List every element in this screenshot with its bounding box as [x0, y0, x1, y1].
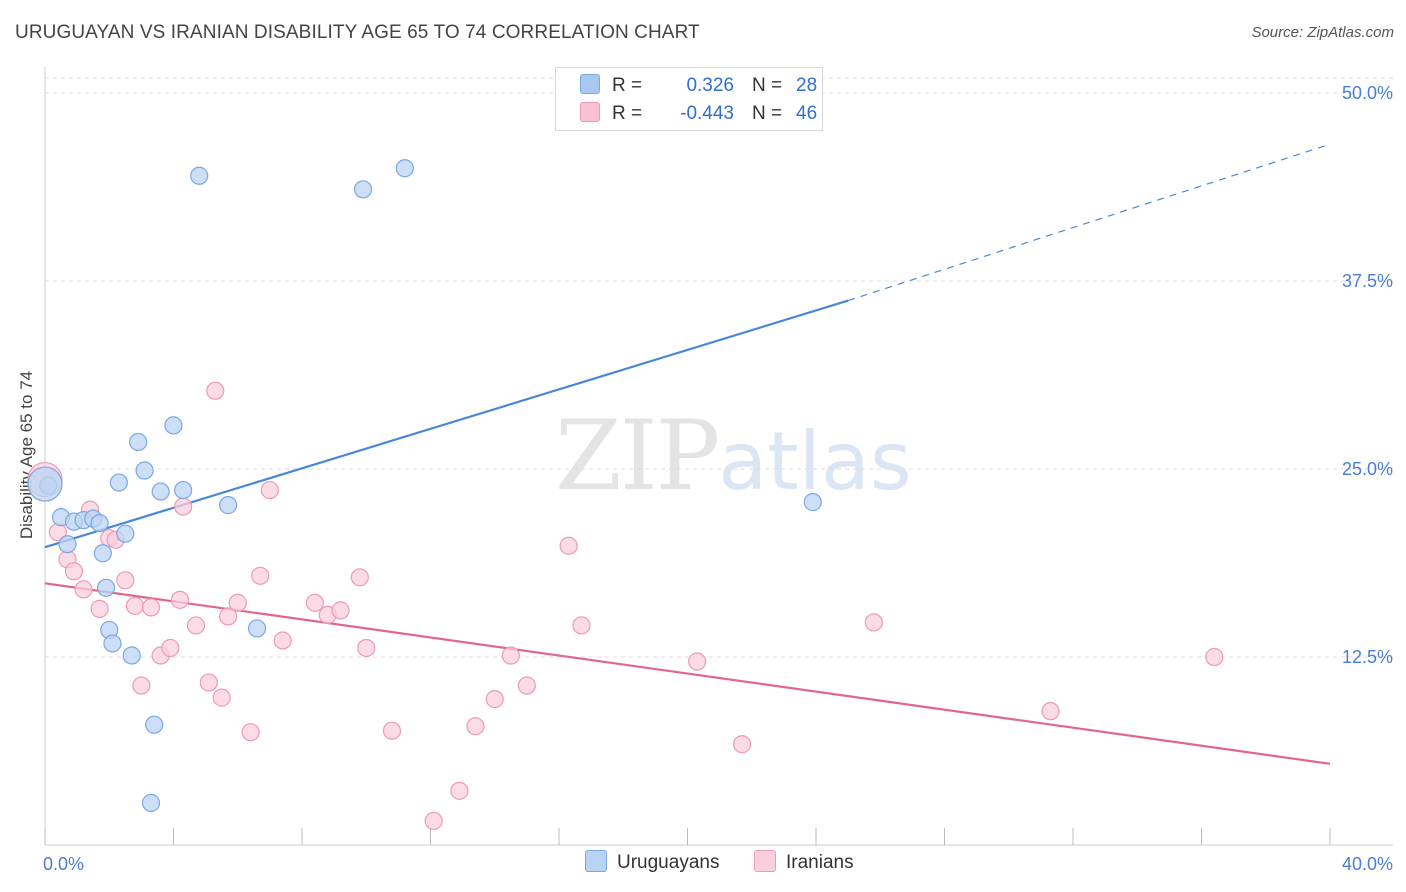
chart-title: URUGUAYAN VS IRANIAN DISABILITY AGE 65 T… — [15, 22, 700, 43]
legend-label-iranians: Iranians — [786, 852, 854, 873]
point-uruguayans — [129, 432, 148, 452]
point-iranians — [219, 607, 238, 626]
legend-swatch-uruguayans — [580, 74, 600, 94]
point-iranians — [251, 566, 270, 585]
point-uruguayans — [151, 482, 170, 501]
point-iranians — [161, 638, 180, 658]
point-iranians — [424, 811, 443, 831]
point-iranians — [382, 721, 402, 740]
correlation-legend: R = 0.326 N = 28 R = -0.443 N = 46 — [555, 67, 823, 131]
point-iranians — [688, 652, 707, 671]
point-uruguayans — [90, 514, 109, 533]
legend-r-label: R = — [612, 75, 643, 96]
point-iranians — [331, 601, 350, 620]
legend-row-uruguayans: R = 0.326 N = 28 — [580, 74, 817, 100]
point-uruguayans — [109, 473, 128, 492]
point-iranians — [305, 593, 324, 612]
legend-n-value: 46 — [796, 103, 818, 124]
legend-r-value: -0.443 — [680, 103, 734, 124]
point-iranians — [1041, 702, 1060, 721]
y-tick-label: 37.5% — [1342, 271, 1393, 291]
point-iranians — [206, 381, 225, 400]
point-uruguayans — [803, 493, 822, 512]
point-iranians — [186, 616, 206, 635]
trend-line-iranians — [44, 582, 1331, 765]
point-uruguayans — [122, 646, 141, 665]
legend-n-label: N = — [752, 75, 783, 96]
point-uruguayans — [135, 461, 154, 480]
point-iranians — [199, 673, 218, 692]
tick-labels: 12.5% 25.0% 37.5% 50.0% 0.0% 40.0% — [43, 83, 1393, 874]
point-iranians — [174, 497, 193, 516]
legend-n-label: N = — [752, 103, 783, 124]
point-iranians — [864, 613, 883, 632]
legend-label-uruguayans: Uruguayans — [617, 852, 720, 873]
watermark: ZIPatlas — [555, 400, 912, 512]
point-uruguayans — [58, 535, 77, 554]
point-uruguayans — [174, 480, 193, 500]
legend-row-iranians: R = -0.443 N = 46 — [580, 102, 817, 128]
point-iranians — [170, 590, 190, 609]
point-iranians — [212, 688, 231, 707]
point-iranians — [132, 676, 151, 695]
point-iranians — [350, 568, 369, 587]
point-iranians — [74, 580, 93, 599]
point-iranians — [559, 536, 578, 555]
legend-r-label: R = — [612, 103, 643, 124]
watermark-zip: ZIP — [555, 400, 720, 512]
point-uruguayans — [190, 166, 209, 185]
data-points — [27, 159, 1224, 831]
point-iranians — [228, 593, 247, 612]
legend-n-value: 28 — [796, 75, 818, 96]
point-uruguayans — [93, 544, 112, 563]
point-iranians — [466, 717, 485, 736]
point-uruguayans — [145, 715, 164, 734]
point-iranians — [501, 646, 520, 665]
point-uruguayans — [219, 496, 238, 515]
legend-item-uruguayans: Uruguayans — [585, 850, 719, 874]
point-uruguayans — [141, 793, 161, 812]
y-tick-label: 50.0% — [1342, 83, 1393, 103]
point-iranians — [64, 562, 84, 581]
point-iranians — [485, 690, 504, 709]
legend-swatch-uruguayans — [585, 850, 607, 872]
point-iranians — [141, 598, 161, 617]
source-credit: Source: ZipAtlas.com — [1251, 24, 1394, 41]
point-uruguayans — [353, 180, 373, 199]
point-iranians — [733, 735, 752, 754]
trend-lines — [44, 143, 1331, 765]
point-iranians — [1205, 647, 1224, 667]
point-uruguayans — [247, 619, 267, 638]
point-iranians — [125, 596, 145, 615]
series-legend: Uruguayans Iranians — [0, 850, 1406, 878]
point-uruguayans — [96, 578, 116, 597]
point-iranians — [273, 631, 292, 650]
x-tick-label: 0.0% — [43, 854, 84, 874]
point-uruguayans — [395, 159, 414, 178]
point-iranians — [572, 616, 591, 635]
point-iranians — [116, 571, 135, 590]
watermark-atlas: atlas — [718, 415, 912, 508]
point-iranians — [517, 676, 536, 695]
point-iranians — [241, 723, 260, 742]
trend-extension-uruguayans — [847, 143, 1331, 302]
point-uruguayans — [27, 466, 63, 502]
y-tick-label: 25.0% — [1342, 459, 1393, 479]
point-uruguayans — [164, 416, 183, 435]
point-iranians — [450, 781, 469, 800]
legend-item-iranians: Iranians — [754, 850, 854, 874]
legend-swatch-iranians — [580, 102, 600, 122]
legend-swatch-iranians — [754, 850, 776, 872]
legend-r-value: 0.326 — [686, 75, 734, 96]
point-uruguayans — [116, 524, 135, 543]
x-tick-label: 40.0% — [1342, 854, 1393, 874]
axes — [44, 67, 1393, 846]
y-tick-label: 12.5% — [1342, 647, 1393, 667]
point-iranians — [260, 480, 279, 500]
point-uruguayans — [103, 634, 122, 653]
point-iranians — [357, 638, 376, 658]
point-iranians — [90, 599, 109, 618]
grid — [45, 77, 1393, 658]
